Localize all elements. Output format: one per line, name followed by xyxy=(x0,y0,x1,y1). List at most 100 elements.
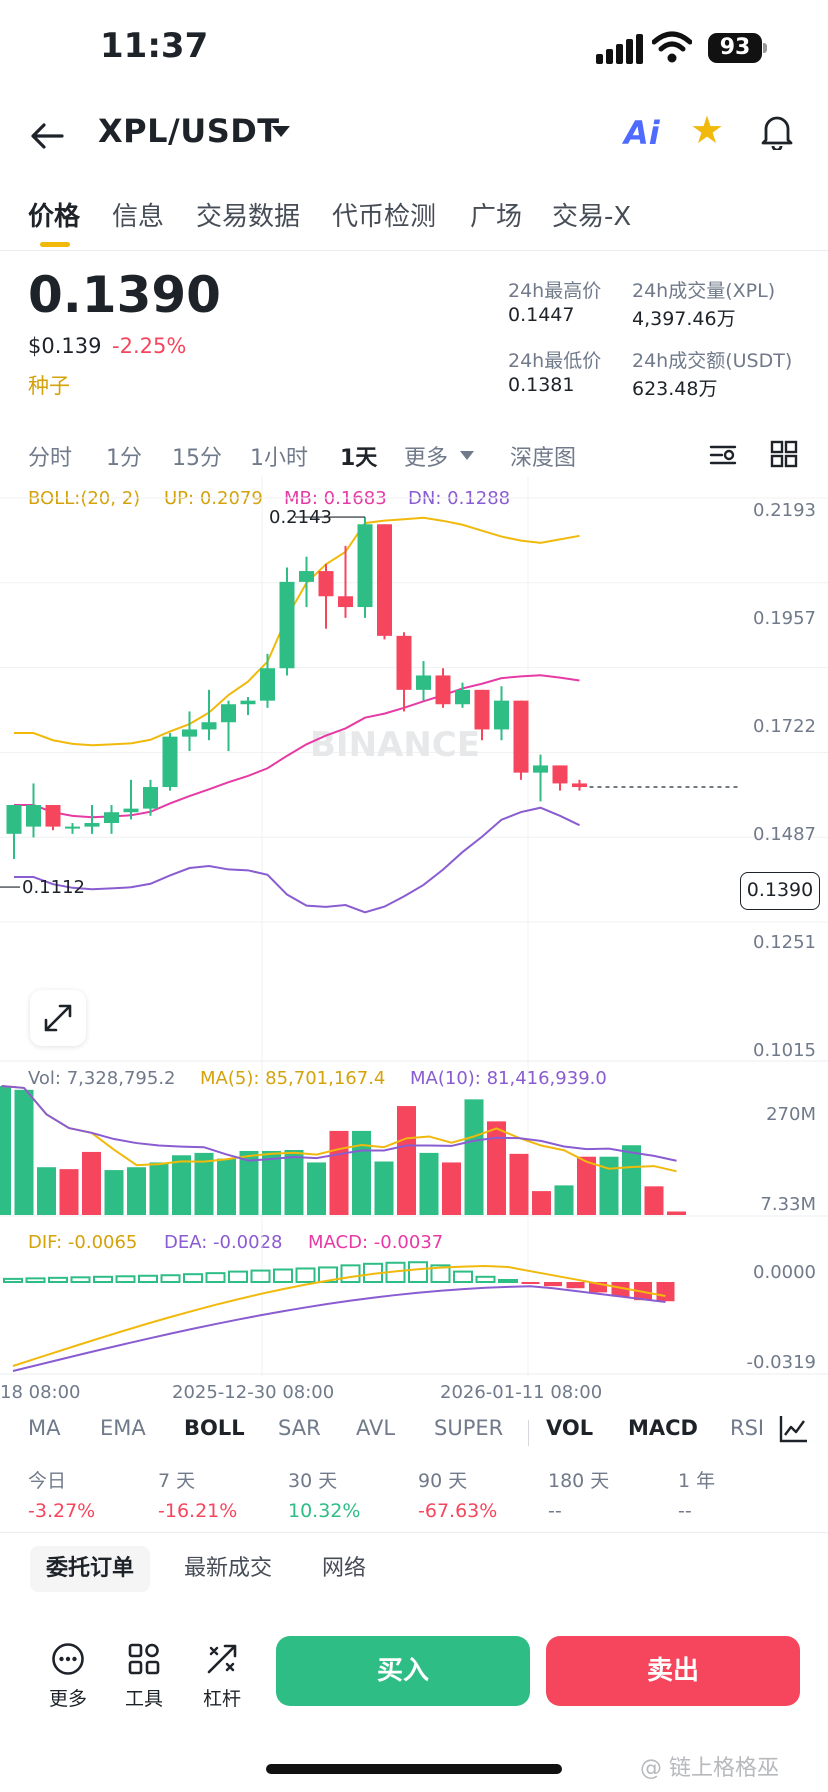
tab-square[interactable]: 广场 xyxy=(470,202,523,232)
indicator-vol[interactable]: VOL xyxy=(546,1416,594,1440)
indicator-boll[interactable]: BOLL xyxy=(184,1416,245,1440)
kline-chart[interactable]: BINANCE 0.2143 0.1112 xyxy=(0,476,828,1398)
layout-grid-icon[interactable] xyxy=(770,440,798,472)
perf-label-1y: 1 年 xyxy=(678,1470,716,1492)
volume-bar xyxy=(172,1155,191,1215)
tab-token-check[interactable]: 代币检测 xyxy=(332,202,437,232)
candle-body xyxy=(474,689,490,730)
price-axis-label: 0.2193 xyxy=(753,500,816,521)
volume-bar xyxy=(532,1191,551,1215)
tab-open-orders[interactable]: 委托订单 xyxy=(30,1546,151,1592)
ai-icon[interactable]: Ai xyxy=(624,114,660,152)
tf-1d[interactable]: 1天 xyxy=(340,446,378,471)
indicator-ma[interactable]: MA xyxy=(28,1416,61,1440)
macd-hist-bar xyxy=(250,1269,271,1283)
volume-bar xyxy=(127,1167,146,1215)
indicator-avl[interactable]: AVL xyxy=(356,1416,396,1440)
candle-body xyxy=(26,805,41,827)
volume-axis-label: 7.33M xyxy=(760,1194,816,1215)
volume-label: 24h成交量(XPL) xyxy=(632,280,776,302)
wifi-icon xyxy=(651,30,693,68)
buy-button[interactable]: 买入 xyxy=(276,1636,530,1706)
tab-info[interactable]: 信息 xyxy=(112,202,165,232)
volume-bar xyxy=(577,1156,596,1215)
macd-hist-bar xyxy=(340,1264,361,1283)
cellular-signal-icon xyxy=(596,34,643,64)
volume-bar xyxy=(509,1153,529,1215)
more-dropdown-icon[interactable] xyxy=(460,451,474,460)
candle-body xyxy=(338,596,353,608)
bell-icon[interactable] xyxy=(760,112,794,154)
tf-more[interactable]: 更多 xyxy=(404,446,449,471)
candle-body xyxy=(221,704,236,723)
back-arrow-icon[interactable] xyxy=(30,118,64,159)
candle-body xyxy=(455,689,470,705)
last-price: 0.1390 xyxy=(28,266,221,324)
tf-1h[interactable]: 1小时 xyxy=(250,446,308,471)
tab-trade-data[interactable]: 交易数据 xyxy=(196,202,301,232)
volume-ma5-line xyxy=(1,1085,677,1173)
perf-value-30d: 10.32% xyxy=(288,1500,361,1522)
tab-latest-trades[interactable]: 最新成交 xyxy=(184,1556,273,1581)
pair-dropdown-icon[interactable] xyxy=(272,126,290,137)
tab-price[interactable]: 价格 xyxy=(28,202,81,232)
perf-label-today: 今日 xyxy=(28,1470,67,1492)
trading-pair-title[interactable]: XPL/USDT xyxy=(98,112,280,150)
indicator-ema[interactable]: EMA xyxy=(100,1416,146,1440)
candle-body xyxy=(572,783,587,788)
macd-value: MACD: -0.0037 xyxy=(308,1232,444,1253)
volume-bar xyxy=(14,1089,34,1215)
volume-bar xyxy=(644,1186,664,1215)
more-button[interactable]: 更多 xyxy=(38,1642,98,1711)
tools-button[interactable]: 工具 xyxy=(114,1642,174,1711)
tf-timeshare[interactable]: 分时 xyxy=(28,446,73,471)
volume-value-label: Vol: 7,328,795.2 xyxy=(28,1068,176,1089)
macd-hist-bar xyxy=(475,1275,496,1283)
candle-body xyxy=(494,700,509,730)
indicator-rsi[interactable]: RSI xyxy=(730,1416,764,1440)
indicator-settings-icon[interactable] xyxy=(778,1414,810,1448)
tools-label: 工具 xyxy=(124,1688,163,1710)
watermark-text: @ 链上格格巫 xyxy=(640,1756,779,1781)
binance-watermark: BINANCE xyxy=(310,725,480,765)
perf-value-7d: -16.21% xyxy=(158,1500,238,1522)
tf-depth[interactable]: 深度图 xyxy=(510,446,577,471)
price-change: -2.25% xyxy=(112,334,187,358)
macd-hist-bar xyxy=(183,1273,203,1284)
indicator-sar[interactable]: SAR xyxy=(278,1416,321,1440)
perf-label-7d: 7 天 xyxy=(158,1470,196,1492)
fullscreen-expand-icon[interactable] xyxy=(30,990,86,1046)
battery-icon: 93 xyxy=(708,33,762,63)
high-label: 24h最高价 xyxy=(508,280,602,302)
volume-value: 4,397.46万 xyxy=(632,308,736,330)
macd-axis-label: -0.0319 xyxy=(746,1352,816,1373)
macd-hist-bar xyxy=(93,1275,113,1283)
tf-1m[interactable]: 1分 xyxy=(106,446,142,471)
tab-network[interactable]: 网络 xyxy=(322,1556,367,1581)
sell-button[interactable]: 卖出 xyxy=(546,1636,800,1706)
price-axis-label: 0.1015 xyxy=(753,1040,816,1061)
seed-tag[interactable]: 种子 xyxy=(28,374,70,398)
chart-settings-icon[interactable] xyxy=(708,440,738,474)
macd-hist-bar xyxy=(3,1277,23,1284)
boll-down-line xyxy=(14,806,580,914)
more-dots-icon xyxy=(52,1643,84,1675)
volume-bar xyxy=(307,1162,326,1215)
tools-grid-icon xyxy=(128,1643,160,1675)
more-label: 更多 xyxy=(48,1688,87,1710)
active-tab-indicator xyxy=(40,242,70,247)
date-axis-label: 18 08:00 xyxy=(0,1382,81,1403)
macd-axis-label: 0.0000 xyxy=(753,1262,816,1283)
tab-trade-x[interactable]: 交易-X xyxy=(552,202,632,232)
indicator-macd[interactable]: MACD xyxy=(628,1416,698,1440)
indicator-super[interactable]: SUPER xyxy=(434,1416,504,1440)
leverage-button[interactable]: 杠杆 xyxy=(192,1642,252,1711)
candle-body xyxy=(357,524,373,608)
home-indicator xyxy=(266,1764,562,1774)
favorite-star-icon[interactable]: ★ xyxy=(690,108,725,152)
perf-label-30d: 30 天 xyxy=(288,1470,338,1492)
tf-15m[interactable]: 15分 xyxy=(172,446,222,471)
macd-hist-bar xyxy=(228,1270,248,1283)
volume-ma10-line xyxy=(1,1085,677,1162)
candle-body xyxy=(435,675,451,705)
